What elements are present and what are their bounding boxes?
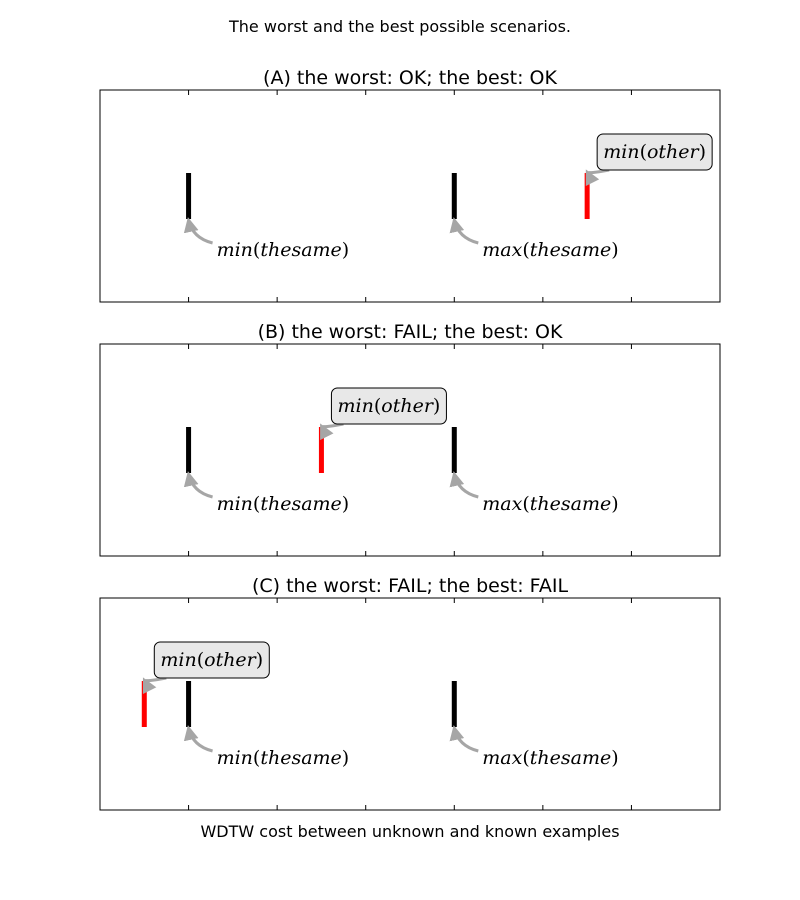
annotation-box (330, 387, 447, 425)
marker-max-thesame (451, 173, 457, 219)
annotation-box (596, 133, 713, 171)
axes-frame (99, 89, 721, 303)
annotation-arrow (449, 471, 479, 499)
annotation-label-min-thesame: min(thesame) (217, 747, 350, 769)
marker-min-thesame (186, 173, 192, 219)
marker-max-thesame (451, 427, 457, 473)
figure-suptitle: The worst and the best possible scenario… (228, 17, 571, 36)
annotation-arrow (142, 676, 167, 695)
annotation-arrow (585, 168, 610, 187)
annotation-label-min-other: min(other) (338, 395, 441, 417)
panel-title: (A) the worst: OK; the best: OK (263, 67, 557, 89)
annotation-label-max-thesame: max(thesame) (482, 747, 618, 769)
annotation-arrow (183, 471, 213, 499)
panels: (A) the worst: OK; the best: OK min(thesa… (99, 67, 721, 811)
marker-min-thesame (186, 427, 192, 473)
axes-frame (99, 597, 721, 811)
annotation-label-min-other: min(other) (160, 649, 263, 671)
marker-min-thesame (186, 681, 192, 727)
marker-max-thesame (451, 681, 457, 727)
annotation-arrow (183, 725, 213, 753)
axes-frame (99, 343, 721, 557)
annotation-label-max-thesame: max(thesame) (482, 239, 618, 261)
panel-title: (C) the worst: FAIL; the best: FAIL (252, 575, 568, 597)
annotation-box (153, 641, 270, 679)
annotation-arrow (320, 422, 344, 441)
annotation-arrow (449, 217, 479, 245)
annotation-label-min-other: min(other) (603, 141, 706, 163)
annotation-arrow (183, 217, 213, 245)
panel-3: (C) the worst: FAIL; the best: FAIL min(t… (99, 575, 721, 811)
annotation-label-min-thesame: min(thesame) (217, 493, 350, 515)
annotation-label-min-thesame: min(thesame) (217, 239, 350, 261)
panel-1: (A) the worst: OK; the best: OK min(thesa… (99, 67, 721, 303)
marker-min-other (318, 427, 324, 473)
annotation-label-max-thesame: max(thesame) (482, 493, 618, 515)
marker-min-other (584, 173, 590, 219)
panel-2: (B) the worst: FAIL; the best: OK min(the… (99, 321, 721, 557)
annotation-arrow (449, 725, 479, 753)
panel-title: (B) the worst: FAIL; the best: OK (258, 321, 563, 343)
x-axis-label: WDTW cost between unknown and known exam… (200, 822, 619, 841)
marker-min-other (141, 681, 147, 727)
